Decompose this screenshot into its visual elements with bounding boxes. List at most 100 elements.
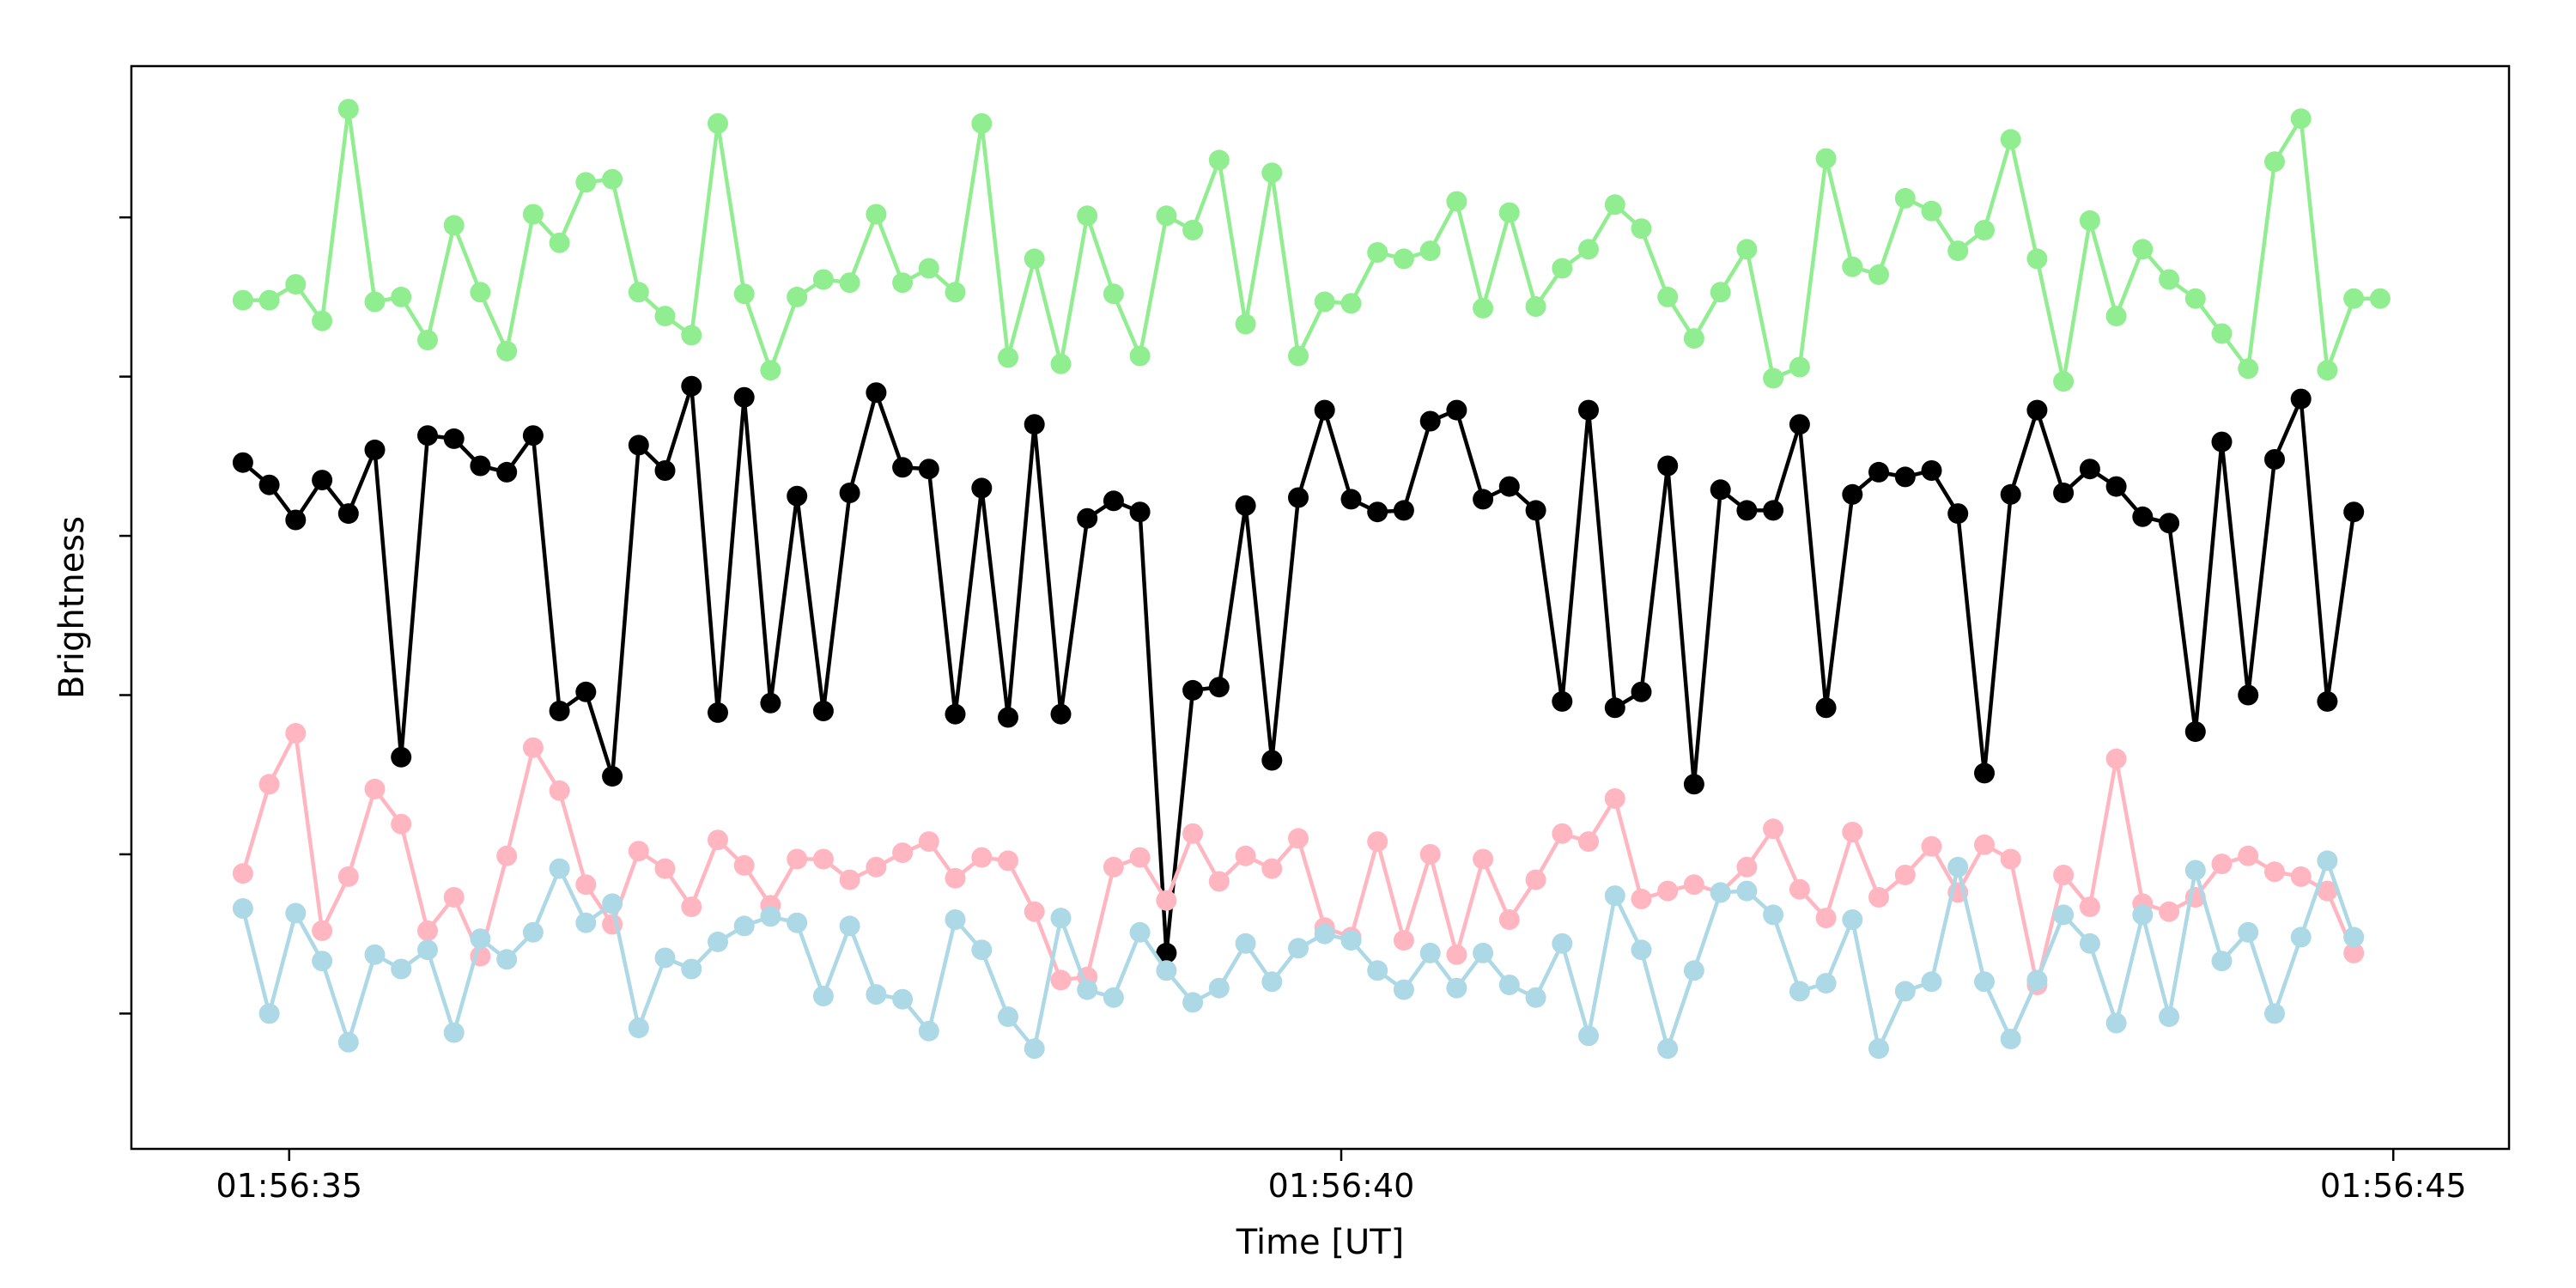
series-4-point [945,909,966,930]
series-1-point [733,283,755,305]
series-2-point [2159,513,2180,534]
series-2-point [1446,399,1467,421]
series-1 [232,99,2391,392]
series-2-point [549,701,570,721]
series-3-point [1525,869,1546,890]
series-2-point [2184,721,2206,743]
x-tick-label: 01:56:40 [1268,1167,1415,1205]
series-2-point [1419,410,1441,432]
series-1-point [839,272,860,294]
series-1-point [2343,288,2365,309]
series-3-point [1604,788,1625,809]
series-1-point [2159,269,2180,290]
series-2-point [417,425,438,447]
series-3-point [575,874,597,896]
series-2-point [1842,483,1863,505]
series-3-point [839,869,860,890]
series-2-point [1129,501,1151,523]
series-3-point [998,850,1018,872]
series-4-point [1314,923,1335,945]
series-3-point [2079,896,2100,918]
series-4-point [681,958,702,980]
series-3-point [1446,944,1467,965]
y-axis-label: Brightness [52,516,92,699]
series-1-point [918,258,939,279]
tick-layer: 01:56:35 01:56:40 01:56:45 [119,216,2467,1205]
series-2-point [2000,483,2021,505]
series-2-point [1314,399,1335,421]
x-tick-label: 01:56:35 [216,1167,362,1205]
series-2-point [2264,449,2285,470]
series-2-point [1156,942,1177,963]
series-4-point [602,893,623,914]
series-2-point [522,425,544,447]
series-3-point [2238,845,2259,866]
series-2-point [945,703,966,725]
series-2-point [1578,399,1599,421]
series-1-point [1314,291,1335,313]
series-3-point [2211,854,2233,875]
series-4-point [1525,987,1546,1008]
series-1-point [312,310,333,331]
series-4-point [575,912,597,933]
series-4-point [232,898,253,919]
series-3-point [1736,856,1758,878]
series-1-point [2053,371,2075,392]
series-4-point [285,902,307,924]
series-2-point [1921,460,1942,481]
series-1-point [258,289,280,311]
series-4-point [628,1018,649,1039]
series-4-point [1604,885,1625,907]
series-2-point [787,485,808,507]
series-2-point [1868,461,1889,483]
series-1-point [1261,162,1283,184]
series-2-point [575,681,597,702]
series-2-point [654,460,676,481]
series-4-point [1024,1038,1045,1060]
series-3-point [1868,887,1889,908]
series-1-point [1288,345,1309,367]
series-4-point [1235,933,1256,954]
series-4-point [2026,969,2048,991]
series-3-point [2343,942,2365,963]
series-1-point [760,360,781,381]
series-4-point [1367,960,1388,981]
series-4-point [2159,1006,2180,1028]
series-4-point [2211,951,2233,972]
series-3-point [2053,865,2075,885]
series-1-point [1235,313,1256,335]
series-2-point [2238,684,2259,706]
series-1-point [285,274,307,295]
series-2-point [1473,489,1494,510]
series-2-point [1815,697,1837,719]
series-4-point [258,1003,280,1024]
series-3-point [1921,835,1942,857]
series-3-point [1024,901,1045,922]
series-3-point [1419,843,1441,865]
series-1-point [1525,296,1546,317]
series-3-point [1894,865,1916,885]
series-1-point [971,112,993,134]
series-2-point [1393,500,1414,521]
series-2-point [2053,483,2075,503]
series-2-point [760,692,781,714]
series-1-point [1367,242,1388,263]
series-3-point [522,737,544,758]
series-4-point [470,928,491,950]
series-2-point [2132,506,2154,527]
series-3-point [258,774,280,795]
series-2-point [1604,697,1625,719]
series-2-point [1710,479,1731,501]
series-2-point [258,474,280,495]
series-1-point [866,204,887,225]
series-1-point [1947,240,1969,262]
series-4-point [1842,909,1863,930]
series-2-point [2317,690,2338,712]
series-1-point [1683,328,1704,349]
series-4-point [839,915,860,937]
series-1-point [654,306,676,327]
series-2-point [839,483,860,503]
series-4-point [2053,904,2075,926]
series-1-point [496,340,518,361]
series-4-point [866,984,887,1005]
